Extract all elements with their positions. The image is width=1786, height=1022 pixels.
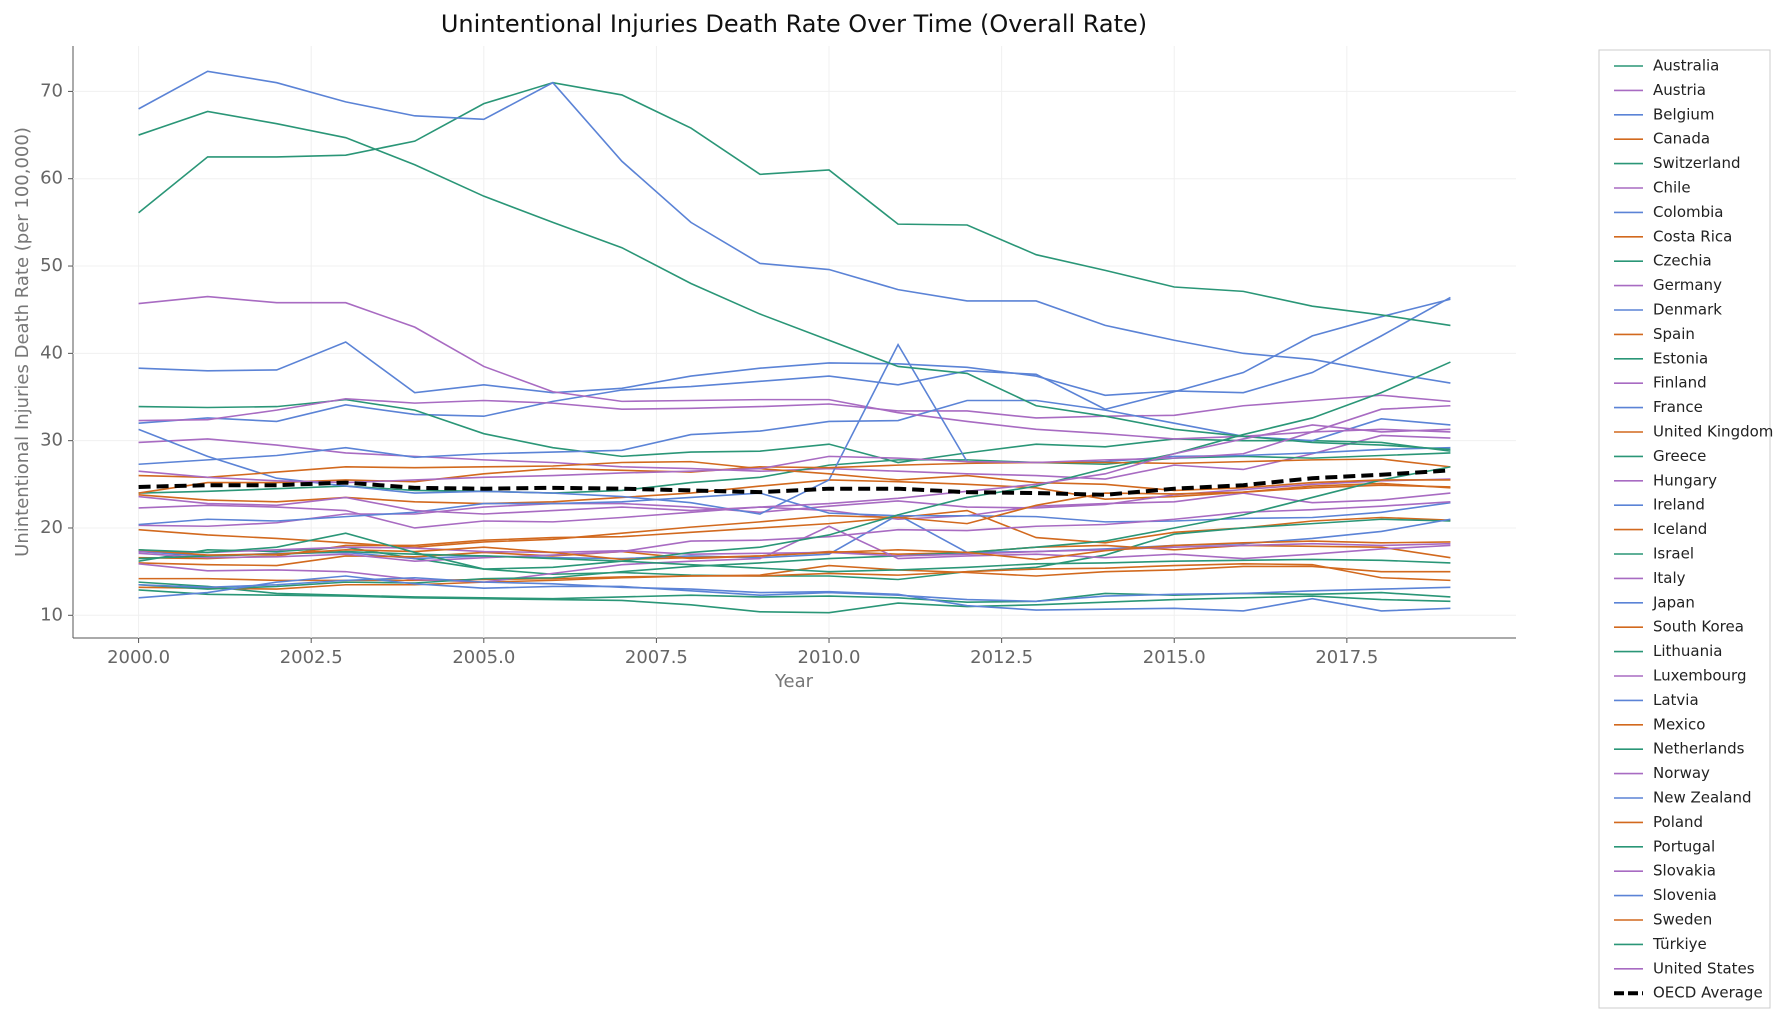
- x-tick-label: 2000.0: [107, 647, 170, 668]
- series-line: [138, 342, 1451, 515]
- legend-label: Denmark: [1653, 301, 1722, 319]
- legend-label: France: [1653, 398, 1703, 416]
- series-line: [138, 518, 1451, 581]
- legend-label: Netherlands: [1653, 740, 1745, 758]
- legend-label: Spain: [1653, 325, 1695, 343]
- legend-label: United Kingdom: [1653, 423, 1773, 441]
- series-line: [138, 576, 1451, 612]
- legend-label: Czechia: [1653, 252, 1712, 270]
- legend-label: Austria: [1653, 81, 1706, 99]
- series-line: [138, 399, 1451, 466]
- y-tick-label: 70: [40, 80, 63, 101]
- series-line: [138, 394, 1451, 422]
- y-tick-label: 10: [40, 604, 63, 625]
- x-tick-label: 2002.5: [280, 647, 343, 668]
- series-line: [138, 110, 1451, 451]
- legend-label: Iceland: [1653, 520, 1707, 538]
- x-tick-label: 2005.0: [452, 647, 515, 668]
- legend-label: Costa Rica: [1653, 227, 1732, 245]
- legend-label: Japan: [1652, 593, 1695, 611]
- y-tick-label: 20: [40, 517, 63, 538]
- series-line: [138, 466, 1451, 590]
- x-tick-label: 2017.5: [1315, 647, 1378, 668]
- x-tick-label: 2015.0: [1143, 647, 1206, 668]
- legend-label: Chile: [1653, 179, 1691, 197]
- legend-label: Israel: [1653, 545, 1694, 563]
- x-tick-label: 2010.0: [798, 647, 861, 668]
- legend-label: Estonia: [1653, 349, 1708, 367]
- legend-label: Canada: [1653, 130, 1710, 148]
- y-tick-label: 30: [40, 430, 63, 451]
- legend-label: Greece: [1653, 447, 1706, 465]
- legend-label: Slovakia: [1653, 862, 1716, 880]
- legend-label: South Korea: [1653, 618, 1744, 636]
- legend-label: Colombia: [1653, 203, 1724, 221]
- legend-label: Hungary: [1653, 471, 1717, 489]
- series-line: [138, 298, 1451, 424]
- y-axis-label: Unintentional Injuries Death Rate (per 1…: [12, 127, 33, 557]
- legend-label: Italy: [1653, 569, 1686, 587]
- x-tick-label: 2012.5: [970, 647, 1033, 668]
- x-axis-label: Year: [774, 671, 814, 692]
- legend-label: Latvia: [1653, 691, 1699, 709]
- legend-label: Poland: [1653, 813, 1703, 831]
- series-line: [138, 482, 1451, 548]
- series-line: [138, 589, 1451, 614]
- series-line: [138, 542, 1451, 557]
- series-line: [138, 500, 1451, 562]
- legend-label: Sweden: [1653, 911, 1712, 929]
- chart-title: Unintentional Injuries Death Rate Over T…: [441, 10, 1147, 38]
- series-line: [138, 540, 1451, 561]
- series-line: [138, 296, 1451, 397]
- legend-label: Belgium: [1653, 105, 1715, 123]
- series-line: [138, 295, 1451, 440]
- legend-label: Luxembourg: [1653, 667, 1747, 685]
- y-tick-label: 40: [40, 342, 63, 363]
- series-line: [138, 361, 1451, 570]
- series-line: [138, 550, 1451, 573]
- legend-label: Mexico: [1653, 715, 1705, 733]
- series-line: [138, 478, 1451, 528]
- series-line: [138, 575, 1451, 603]
- series-line: [138, 398, 1451, 464]
- average-line: [138, 468, 1451, 497]
- series-line: [138, 70, 1451, 384]
- x-tick-label: 2007.5: [625, 647, 688, 668]
- legend-label: Türkiye: [1652, 935, 1707, 953]
- legend-label: United States: [1653, 959, 1755, 977]
- legend-label: Germany: [1653, 276, 1722, 294]
- legend-label: Ireland: [1653, 496, 1705, 514]
- legend-label: Australia: [1653, 57, 1719, 75]
- legend-label: Norway: [1653, 764, 1710, 782]
- legend-label: Switzerland: [1653, 154, 1741, 172]
- series-line: [138, 562, 1451, 590]
- legend-label: OECD Average: [1653, 984, 1763, 1002]
- legend-label: Finland: [1653, 374, 1707, 392]
- series-line: [138, 424, 1451, 515]
- legend-label: Portugal: [1653, 837, 1715, 855]
- series-line: [138, 492, 1451, 526]
- legend-label: Lithuania: [1653, 642, 1722, 660]
- series-line: [138, 81, 1451, 327]
- y-tick-label: 50: [40, 255, 63, 276]
- legend-label: Slovenia: [1653, 886, 1717, 904]
- y-tick-label: 60: [40, 168, 63, 189]
- series-line: [138, 525, 1451, 583]
- series-line: [138, 434, 1451, 480]
- legend-label: New Zealand: [1653, 789, 1752, 807]
- series-line: [138, 460, 1451, 492]
- series-line: [138, 458, 1451, 494]
- series-line: [138, 564, 1451, 582]
